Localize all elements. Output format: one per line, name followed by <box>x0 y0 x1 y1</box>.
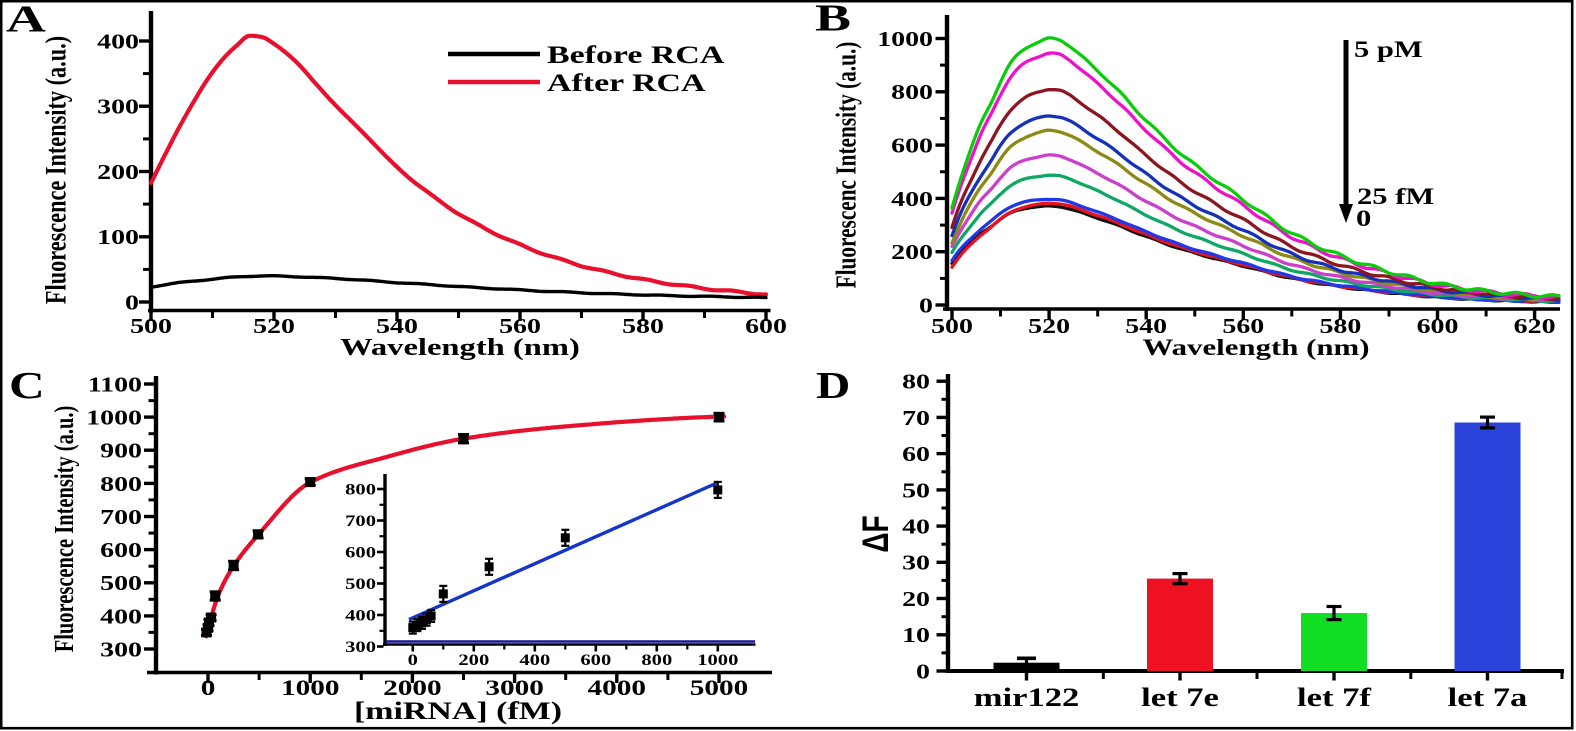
svg-text:200: 200 <box>97 161 139 184</box>
svg-text:600: 600 <box>345 544 376 561</box>
svg-text:400: 400 <box>97 31 139 54</box>
svg-text:let 7e: let 7e <box>1141 683 1219 712</box>
svg-text:300: 300 <box>97 96 139 119</box>
svg-text:3000: 3000 <box>485 675 543 700</box>
svg-text:800: 800 <box>891 81 933 104</box>
svg-text:1000: 1000 <box>697 651 738 668</box>
svg-text:500: 500 <box>100 572 142 595</box>
svg-text:Wavelength (nm): Wavelength (nm) <box>340 334 580 361</box>
svg-text:1000: 1000 <box>877 28 933 51</box>
svg-text:800: 800 <box>641 651 672 668</box>
svg-text:600: 600 <box>891 135 933 158</box>
svg-text:30: 30 <box>902 552 930 575</box>
svg-text:620: 620 <box>1514 315 1556 338</box>
svg-text:A: A <box>6 0 46 40</box>
svg-text:400: 400 <box>891 188 933 211</box>
svg-text:C: C <box>9 364 45 406</box>
svg-text:300: 300 <box>100 639 142 662</box>
svg-text:700: 700 <box>345 512 376 529</box>
svg-text:20: 20 <box>902 588 930 611</box>
svg-text:70: 70 <box>902 407 930 430</box>
svg-text:400: 400 <box>519 651 550 668</box>
svg-text:580: 580 <box>1319 315 1361 338</box>
svg-text:800: 800 <box>345 481 376 498</box>
svg-text:100: 100 <box>97 226 139 249</box>
svg-text:ΔF: ΔF <box>854 515 896 552</box>
svg-text:40: 40 <box>902 516 930 539</box>
svg-text:540: 540 <box>1125 315 1167 338</box>
svg-text:520: 520 <box>1028 315 1070 338</box>
svg-text:600: 600 <box>100 539 142 562</box>
svg-text:1000: 1000 <box>281 675 339 700</box>
svg-text:520: 520 <box>253 315 295 338</box>
svg-text:200: 200 <box>458 651 489 668</box>
svg-text:60: 60 <box>902 443 930 466</box>
svg-text:2000: 2000 <box>383 675 441 700</box>
svg-text:[miRNA] (fM): [miRNA] (fM) <box>354 697 562 725</box>
svg-text:0: 0 <box>201 675 216 700</box>
svg-text:50: 50 <box>902 479 930 502</box>
svg-text:600: 600 <box>745 315 787 338</box>
svg-text:600: 600 <box>1417 315 1459 338</box>
svg-text:300: 300 <box>345 638 376 655</box>
svg-text:800: 800 <box>100 473 142 496</box>
svg-text:0: 0 <box>916 661 930 684</box>
svg-text:540: 540 <box>376 315 418 338</box>
svg-text:500: 500 <box>931 315 973 338</box>
svg-text:10: 10 <box>902 624 930 647</box>
svg-text:D: D <box>816 365 850 407</box>
svg-text:After RCA: After RCA <box>547 69 706 97</box>
svg-text:let 7f: let 7f <box>1297 683 1372 712</box>
svg-text:400: 400 <box>345 607 376 624</box>
svg-text:Fluorescence Intensity (a.u.): Fluorescence Intensity (a.u.) <box>50 406 79 653</box>
svg-text:80: 80 <box>902 371 930 394</box>
svg-text:0: 0 <box>408 651 418 668</box>
svg-text:600: 600 <box>580 651 611 668</box>
svg-text:25 fM: 25 fM <box>1357 184 1434 209</box>
svg-text:Before RCA: Before RCA <box>547 41 725 69</box>
svg-text:0: 0 <box>125 292 139 315</box>
svg-text:0: 0 <box>1356 206 1371 231</box>
svg-text:4000: 4000 <box>588 675 646 700</box>
svg-text:let 7a: let 7a <box>1448 683 1528 712</box>
svg-text:700: 700 <box>100 506 142 529</box>
svg-text:B: B <box>815 0 851 39</box>
svg-text:Fluorescenc Intensity (a.u.): Fluorescenc Intensity (a.u.) <box>832 42 863 289</box>
svg-text:1000: 1000 <box>86 407 142 430</box>
svg-text:5 pM: 5 pM <box>1354 37 1423 62</box>
svg-text:500: 500 <box>345 575 376 592</box>
svg-text:5000: 5000 <box>690 675 748 700</box>
svg-text:560: 560 <box>1222 315 1264 338</box>
svg-text:400: 400 <box>100 605 142 628</box>
svg-text:900: 900 <box>100 440 142 463</box>
svg-text:500: 500 <box>130 315 172 338</box>
svg-text:580: 580 <box>622 315 664 338</box>
svg-text:Wavelength (nm): Wavelength (nm) <box>1143 335 1370 360</box>
svg-text:0: 0 <box>919 295 933 318</box>
svg-text:mir122: mir122 <box>974 683 1080 712</box>
svg-text:Fluorescence Intensity (a.u.): Fluorescence Intensity (a.u.) <box>40 36 73 304</box>
svg-text:560: 560 <box>499 315 541 338</box>
svg-text:1100: 1100 <box>88 374 142 397</box>
svg-text:200: 200 <box>891 241 933 264</box>
